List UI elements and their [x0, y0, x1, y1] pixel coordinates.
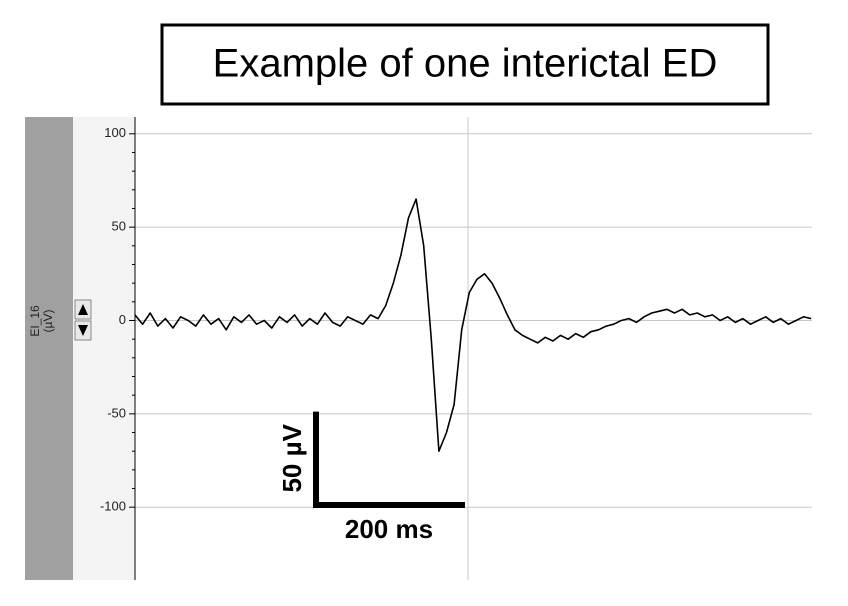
y-tick-label: 50 — [112, 219, 126, 234]
chart-title: Example of one interictal ED — [213, 42, 718, 86]
scale-spinner[interactable] — [74, 299, 92, 341]
y-tick-label: 100 — [104, 125, 126, 140]
title-box — [160, 23, 770, 106]
channel-panel — [25, 117, 73, 580]
down-arrow — [78, 325, 88, 336]
y-tick-label: -100 — [100, 499, 126, 514]
trace — [134, 198, 812, 452]
up-arrow — [78, 304, 88, 315]
plot-area — [135, 117, 812, 580]
channel-unit: (µV) — [41, 310, 55, 333]
scale-label-y: 50 µV — [277, 423, 307, 492]
channel-name: EI_16 — [28, 305, 42, 337]
y-tick-label: -50 — [107, 405, 126, 420]
axis-panel — [73, 117, 135, 580]
y-tick-label: 0 — [119, 312, 126, 327]
scale-label-x: 200 ms — [345, 514, 433, 544]
